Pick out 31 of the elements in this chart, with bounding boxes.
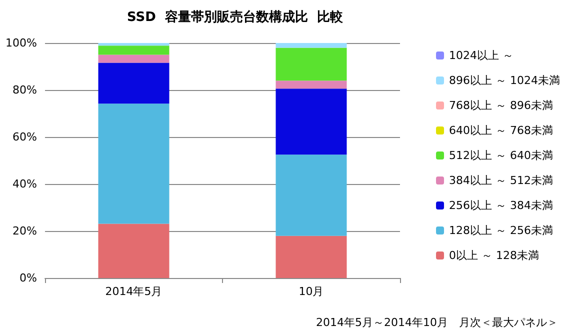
legend-label: 384以上 ～ 512未満 xyxy=(449,174,553,187)
bar xyxy=(276,43,347,48)
legend-label: 0以上 ～ 128未満 xyxy=(449,249,540,262)
bar xyxy=(276,80,347,89)
y-tick-label: 0% xyxy=(20,272,37,284)
y-tick-label: 80% xyxy=(12,84,37,96)
bar xyxy=(98,43,170,46)
y-tick-label: 60% xyxy=(12,130,37,144)
legend-label: 768以上 ～ 896未満 xyxy=(449,99,553,112)
bar xyxy=(276,48,347,81)
bar xyxy=(98,46,170,55)
legend-label: 1024以上 ～ xyxy=(449,49,514,62)
bar xyxy=(98,62,170,104)
y-tick-label: 40% xyxy=(12,178,37,190)
bar xyxy=(98,104,170,224)
legend-label: 128以上 ～ 256未満 xyxy=(449,224,553,237)
bar xyxy=(276,88,347,155)
legend-label: 896以上 ～ 1024未満 xyxy=(449,74,560,87)
bar xyxy=(276,154,347,236)
text: 2014年5月～2014年10月 月次＜最大パネル＞ xyxy=(316,316,558,329)
legend-label: 640以上 ～ 768未満 xyxy=(449,124,553,137)
legend-label: 256以上 ～ 384未満 xyxy=(449,199,553,212)
y-tick-label: 100% xyxy=(6,36,37,50)
x-tick-label: 10月 xyxy=(298,285,324,298)
bar xyxy=(98,54,170,63)
bar xyxy=(98,224,170,278)
y-tick-label: 20% xyxy=(12,224,37,238)
chart-title: SSD 容量帯別販売台数構成比 比較 xyxy=(126,9,344,25)
x-tick-label: 2014年5月 xyxy=(105,285,162,298)
legend-label: 512以上 ～ 640未満 xyxy=(449,149,553,162)
bar xyxy=(276,236,347,278)
